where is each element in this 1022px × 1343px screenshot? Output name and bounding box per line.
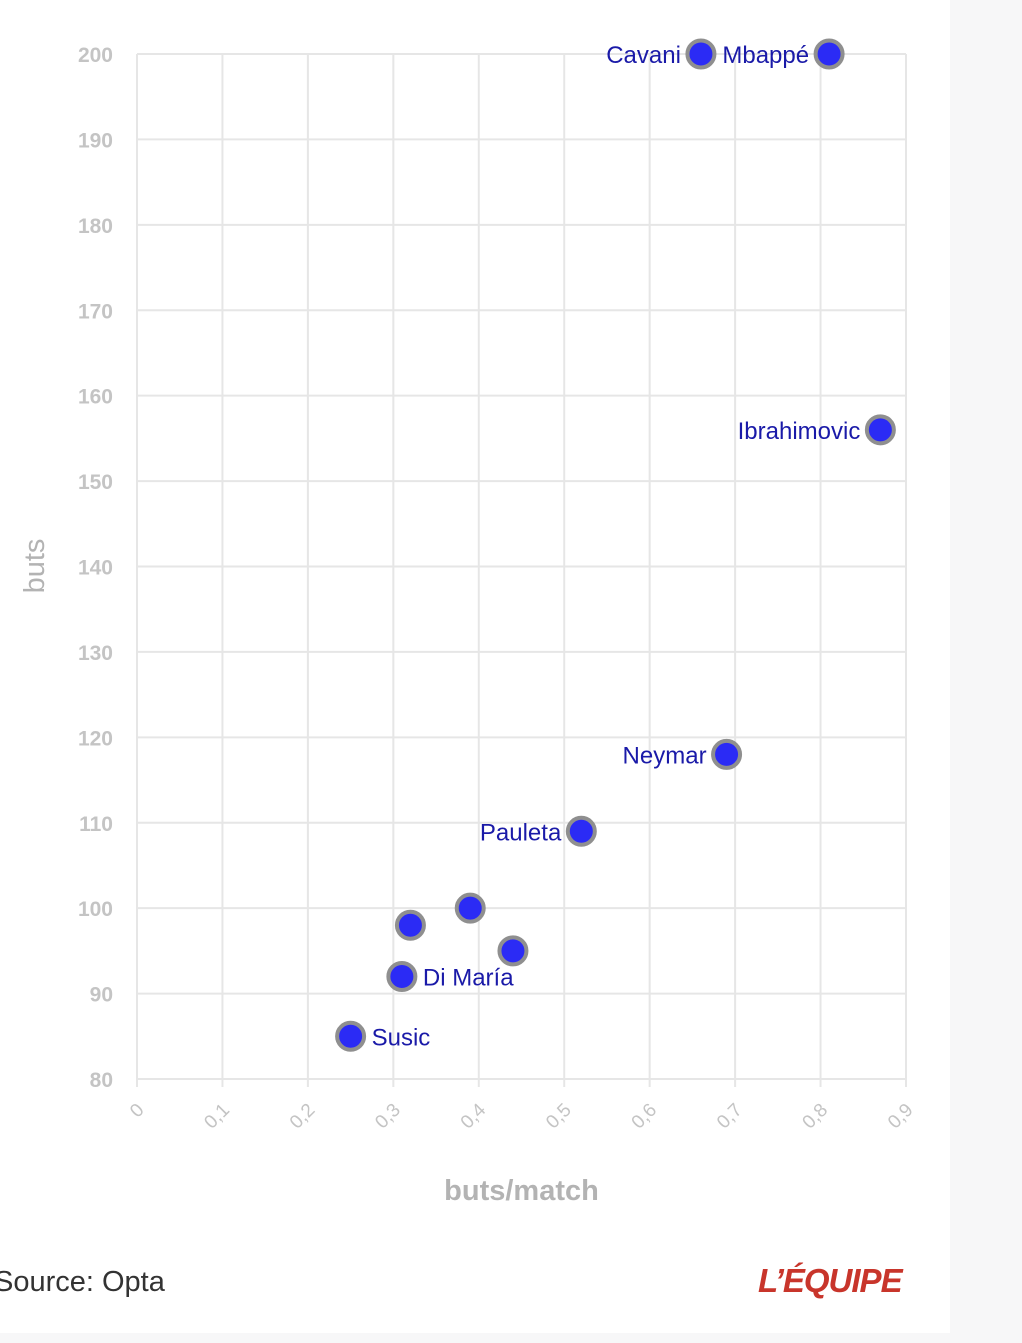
y-tick-label: 160: [78, 386, 113, 409]
data-point: [394, 909, 426, 941]
data-point: [497, 935, 529, 967]
y-tick-label: 180: [78, 215, 113, 238]
y-tick-label: 120: [78, 727, 113, 750]
data-point-label: Susic: [372, 1024, 431, 1051]
y-tick-label: 200: [78, 44, 113, 67]
x-tick-label: 0,6: [628, 1100, 662, 1134]
data-point-label: Mbappé: [722, 42, 809, 69]
x-tick-label: 0,2: [286, 1100, 320, 1134]
data-point: [711, 738, 743, 770]
data-point: [813, 38, 845, 70]
data-point-label: Di María: [423, 965, 514, 992]
x-tick-label: 0,4: [457, 1099, 491, 1133]
data-point: [454, 892, 486, 924]
data-point: [565, 815, 597, 847]
y-tick-label: 190: [78, 129, 113, 152]
y-tick-label: 150: [78, 471, 113, 494]
x-tick-label: 0,1: [200, 1100, 234, 1134]
data-point-label: Pauleta: [480, 819, 562, 846]
scatter-chart: 80 90 100 110 120 130 140 150 160 170 180 190 200 0 0,…: [19, 38, 918, 1207]
x-tick-label: 0: [126, 1100, 148, 1122]
data-point: [864, 414, 896, 446]
data-point: [386, 961, 418, 992]
y-tick-label: 110: [79, 813, 113, 836]
x-tick-label: 0,5: [542, 1100, 576, 1134]
x-axis-title: buts/match: [444, 1175, 599, 1207]
x-tick-label: 0,9: [884, 1100, 918, 1134]
y-tick-label: 90: [90, 984, 113, 1007]
y-tick-label: 170: [78, 300, 113, 323]
y-tick-label: 100: [78, 898, 113, 921]
y-tick-label: 80: [90, 1069, 113, 1092]
y-tick-label: 140: [78, 557, 113, 580]
data-point: [685, 38, 717, 70]
x-tick-label: 0,7: [713, 1100, 747, 1134]
data-point-label: Ibrahimovic: [738, 418, 861, 445]
data-point-label: Cavani: [606, 42, 681, 69]
x-tick-label: 0,3: [371, 1100, 405, 1134]
data-point-label: Neymar: [623, 742, 707, 769]
x-tick-label: 0,8: [799, 1100, 833, 1134]
lequipe-logo: L’ÉQUIPE: [758, 1262, 903, 1299]
y-axis-title: buts: [19, 539, 51, 594]
chart-card: 80 90 100 110 120 130 140 150 160 170 180 190 200 0 0,…: [0, 38, 918, 1299]
data-point: [335, 1020, 367, 1052]
y-tick-label: 130: [78, 642, 113, 665]
source-note: Source: Opta: [0, 1266, 165, 1298]
